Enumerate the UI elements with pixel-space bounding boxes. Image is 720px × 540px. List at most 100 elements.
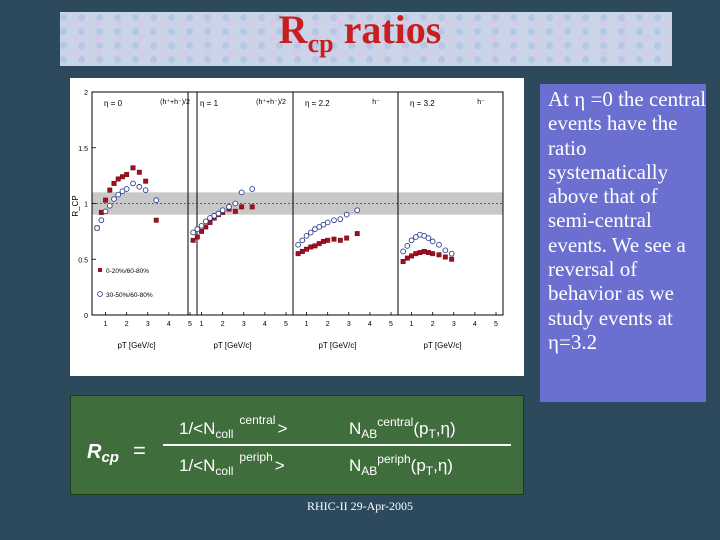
- semicentral-point: [299, 237, 306, 244]
- semicentral-point: [115, 191, 122, 198]
- y-axis-label: R_CP: [71, 195, 80, 216]
- central-point: [354, 231, 360, 237]
- central-point: [153, 217, 159, 223]
- semicentral-point: [316, 224, 323, 230]
- title-bar: [60, 12, 672, 66]
- x-axis-label: pT [GeV/c]: [318, 341, 356, 350]
- semicentral-point: [226, 203, 232, 210]
- numerator-yield: NABcentral(pT,η): [349, 415, 456, 441]
- x-tick-label: 2: [326, 321, 330, 328]
- central-point: [436, 252, 442, 258]
- rcp-chart: η = 0 (h⁺+h⁻)/2 1 2 3 4 5 pT [GeV/c] η = 1 (h⁺+h⁻…: [71, 90, 504, 350]
- central-point: [308, 244, 314, 250]
- semicentral-point: [448, 250, 455, 257]
- denominator-yield: NABperiph(pT,η): [349, 452, 453, 478]
- central-point: [312, 243, 318, 249]
- semicentral-point: [153, 197, 160, 204]
- semicentral-point: [429, 238, 436, 245]
- semicentral-point: [442, 247, 449, 254]
- central-point: [249, 204, 255, 210]
- semicentral-point: [307, 229, 314, 236]
- central-point: [413, 251, 419, 257]
- central-point: [337, 237, 343, 243]
- semicentral-point: [106, 202, 113, 209]
- legend-marker-semicentral: [97, 291, 103, 297]
- central-point: [143, 178, 149, 184]
- y-tick-label: 2: [84, 90, 88, 97]
- central-point: [409, 253, 415, 259]
- semicentral-point: [400, 248, 406, 255]
- central-point: [115, 176, 121, 182]
- semicentral-point: [130, 180, 136, 187]
- semicentral-point: [331, 217, 337, 224]
- semicentral-point: [194, 226, 201, 232]
- semicentral-point: [202, 218, 209, 225]
- central-point: [325, 237, 331, 243]
- central-point: [304, 246, 310, 252]
- x-tick-label: 2: [125, 321, 129, 328]
- central-point: [124, 172, 130, 177]
- central-point: [107, 187, 113, 193]
- panel-eta-label: η = 2.2: [305, 99, 330, 108]
- footer-date: RHIC-II 29-Apr-2005: [306, 499, 414, 513]
- title-main: R: [278, 7, 308, 52]
- x-tick-label: 5: [494, 321, 498, 328]
- semicentral-point: [421, 232, 428, 239]
- central-point: [103, 197, 109, 203]
- semicentral-point: [190, 229, 196, 236]
- panel-charge-label: h⁻: [372, 99, 380, 106]
- side-text-box: [540, 84, 706, 402]
- title-rest: ratios: [333, 7, 442, 52]
- y-tick-label: 0: [84, 313, 88, 320]
- x-tick-label: 5: [389, 321, 393, 328]
- x-tick-label: 2: [431, 321, 435, 328]
- central-point: [119, 174, 125, 180]
- x-tick-label: 1: [104, 321, 108, 328]
- panel-charge-label: (h⁺+h⁻)/2: [256, 99, 286, 106]
- panel-eta-label: η = 1: [200, 99, 219, 108]
- x-tick-label: 4: [167, 321, 171, 328]
- semicentral-point: [337, 216, 344, 222]
- formula-equals: =: [133, 438, 146, 463]
- y-tick-label: 1: [84, 202, 88, 209]
- title-subscript: cp: [307, 29, 334, 58]
- central-point: [194, 234, 200, 240]
- semicentral-point: [412, 234, 419, 240]
- panel-eta-label: η = 3.2: [410, 99, 435, 108]
- x-tick-label: 3: [452, 321, 456, 328]
- semicentral-point: [404, 243, 411, 249]
- formula-lhs: Rcp: [87, 441, 119, 466]
- x-axis-label: pT [GeV/c]: [423, 341, 461, 350]
- central-point: [199, 228, 205, 234]
- panel-frame: [397, 91, 504, 316]
- central-point: [430, 251, 436, 257]
- x-tick-label: 3: [146, 321, 150, 328]
- plot-frame: η = 0 (h⁺+h⁻)/2 1 2 3 4 5 pT [GeV/c] η = 1 (h⁺+h⁻…: [70, 78, 524, 376]
- x-tick-label: 1: [410, 321, 414, 328]
- semicentral-point: [119, 188, 126, 195]
- x-axis-label: pT [GeV/c]: [117, 341, 155, 350]
- semicentral-point: [295, 241, 301, 248]
- semicentral-point: [436, 241, 442, 248]
- central-point: [344, 235, 350, 241]
- semicentral-point: [219, 207, 226, 214]
- x-tick-label: 5: [284, 321, 288, 328]
- semicentral-point: [111, 196, 117, 202]
- y-tick-label: 1.5: [78, 146, 88, 153]
- central-point: [232, 208, 238, 214]
- semicentral-point: [343, 211, 350, 218]
- x-tick-label: 5: [188, 321, 192, 328]
- central-point: [400, 259, 406, 264]
- x-tick-label: 3: [347, 321, 351, 328]
- semicentral-point: [123, 186, 130, 192]
- semicentral-point: [207, 215, 213, 221]
- central-point: [442, 254, 448, 260]
- semicentral-point: [324, 219, 331, 226]
- semicentral-point: [320, 221, 327, 228]
- central-point: [130, 165, 136, 171]
- semicentral-point: [98, 217, 105, 224]
- central-point: [449, 256, 455, 262]
- legend-marker-central: [98, 268, 102, 272]
- x-tick-label: 1: [305, 321, 309, 328]
- semicentral-point: [425, 235, 432, 241]
